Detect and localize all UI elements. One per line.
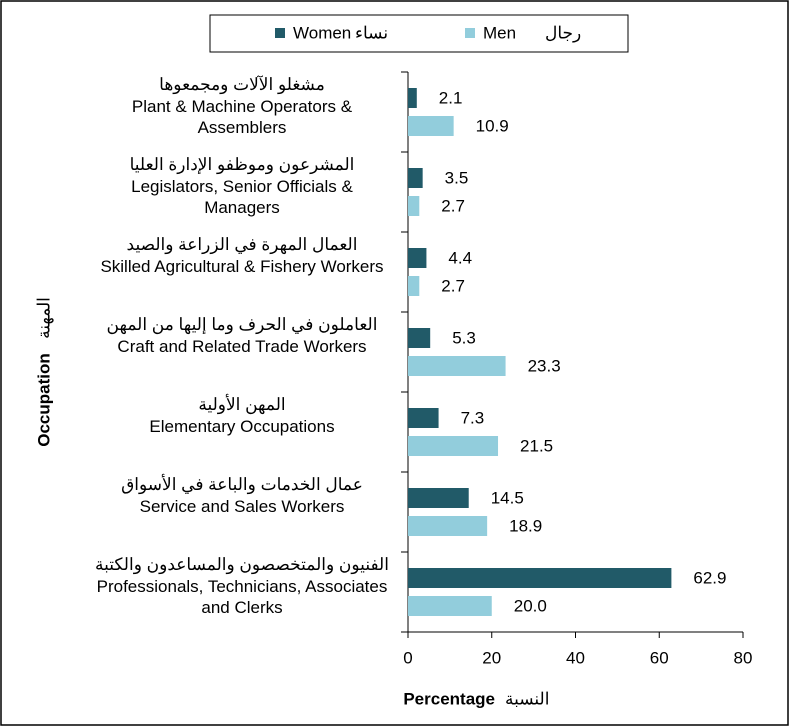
y-axis-title: Occupation	[34, 353, 53, 447]
category-label-ar: العمال المهرة في الزراعة والصيد	[126, 235, 358, 254]
x-tick-label: 80	[734, 648, 753, 667]
bar	[408, 116, 454, 136]
bar	[408, 596, 492, 616]
value-label: 3.5	[445, 168, 469, 187]
legend-label-ar: رجال	[545, 23, 581, 43]
value-label: 2.7	[441, 276, 465, 295]
legend-swatch	[275, 28, 285, 38]
x-axis-title-ar: النسبة	[505, 689, 549, 708]
value-label: 20.0	[514, 596, 547, 615]
value-label: 7.3	[461, 408, 485, 427]
bar	[408, 516, 488, 536]
category-label: Service and Sales Workers	[139, 497, 345, 516]
category-label-ar: عمال الخدمات والباعة في الأسواق	[121, 475, 363, 494]
category-label: Plant & Machine Operators & Assemblers	[131, 97, 353, 137]
category-label-ar: مشغلو الآلات ومجمعوها	[159, 75, 325, 94]
category-label: Craft and Related Trade Workers	[117, 337, 367, 356]
value-label: 62.9	[693, 568, 726, 587]
x-tick-label: 0	[403, 648, 412, 667]
legend-label-ar: نساء	[355, 23, 388, 42]
value-label: 5.3	[452, 328, 476, 347]
value-label: 21.5	[520, 436, 553, 455]
value-label: 4.4	[448, 248, 472, 267]
bar	[408, 88, 417, 108]
y-axis-title-ar: المهنة	[34, 297, 54, 339]
bar	[408, 196, 420, 216]
bar	[408, 276, 420, 296]
bar	[408, 356, 506, 376]
category-label: Elementary Occupations	[149, 417, 335, 436]
legend-label: Women	[293, 23, 351, 42]
value-label: 2.1	[439, 88, 463, 107]
value-label: 18.9	[509, 516, 542, 535]
category-label-ar: الفنيون والمتخصصون والمساعدون والكتبة	[95, 555, 389, 574]
category-label: Professionals, Technicians, Associates a…	[96, 577, 388, 617]
legend-label: Men	[483, 23, 516, 42]
bar	[408, 488, 469, 508]
category-label: Skilled Agricultural & Fishery Workers	[100, 257, 384, 276]
bar	[408, 408, 439, 428]
category-label-ar: العاملون في الحرف وما إليها من المهن	[106, 315, 378, 334]
bar	[408, 328, 431, 348]
value-label: 2.7	[441, 196, 465, 215]
x-axis-title: Percentage	[403, 689, 495, 708]
bar	[408, 436, 499, 456]
value-label: 23.3	[528, 356, 561, 375]
value-label: 14.5	[491, 488, 524, 507]
legend-swatch	[465, 28, 475, 38]
bar	[408, 248, 427, 268]
bar	[408, 168, 423, 188]
category-label-ar: المشرعون وموظفو الإدارة العليا	[129, 155, 355, 174]
category-label: Legislators, Senior Officials & Managers	[131, 177, 353, 217]
category-label-ar: المهن الأولية	[198, 395, 286, 414]
x-tick-label: 20	[482, 648, 501, 667]
x-tick-label: 40	[566, 648, 585, 667]
value-label: 10.9	[476, 116, 509, 135]
bar	[408, 568, 672, 588]
x-tick-label: 60	[650, 648, 669, 667]
